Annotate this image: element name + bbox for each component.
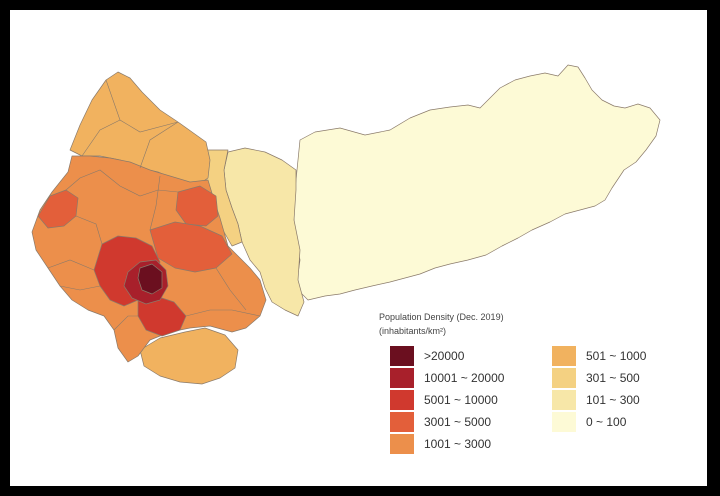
legend-label: 5001 ~ 10000: [424, 393, 498, 407]
legend-label: 0 ~ 100: [586, 415, 627, 429]
region-3001-5000-a: [37, 189, 79, 229]
legend-item: 301 ~ 500: [541, 368, 681, 390]
legend-swatch: [390, 390, 414, 410]
legend-item: >20000: [379, 346, 519, 368]
region-3001-5000-c: [149, 221, 233, 273]
region-5001-10000-b: [137, 295, 187, 337]
region-0-100-east: [293, 64, 661, 301]
legend-swatch: [390, 368, 414, 388]
legend-label: 101 ~ 300: [586, 393, 640, 407]
region-3001-5000-b: [175, 185, 219, 227]
legend-subtitle: (inhabitants/km²): [379, 326, 447, 336]
legend-swatch: [390, 434, 414, 454]
choropleth-map: [31, 64, 661, 385]
legend-item: 101 ~ 300: [541, 390, 681, 412]
legend-swatch: [552, 390, 576, 410]
legend-item: 3001 ~ 5000: [379, 412, 519, 434]
legend-swatch: [552, 368, 576, 388]
legend-swatch: [552, 412, 576, 432]
legend-swatch: [390, 412, 414, 432]
legend-label: 3001 ~ 5000: [424, 415, 492, 429]
region-501-1000-south: [139, 327, 239, 385]
legend-label: >20000: [424, 349, 465, 363]
legend-item: 0 ~ 100: [541, 412, 681, 434]
legend-label: 301 ~ 500: [586, 371, 640, 385]
legend-item: 501 ~ 1000: [541, 346, 681, 368]
legend-column-right: 501 ~ 1000 301 ~ 500 101 ~ 300 0 ~ 100: [541, 346, 681, 434]
legend-item: 1001 ~ 3000: [379, 434, 519, 456]
legend-label: 501 ~ 1000: [586, 349, 647, 363]
district-boundaries: [47, 79, 261, 331]
legend-swatch: [552, 346, 576, 366]
legend-label: 1001 ~ 3000: [424, 437, 492, 451]
map-frame: Population Density (Dec. 2019) (inhabita…: [10, 10, 707, 486]
legend-title: Population Density (Dec. 2019): [379, 312, 504, 322]
legend-label: 10001 ~ 20000: [424, 371, 505, 385]
legend-swatch: [390, 346, 414, 366]
legend-column-left: >20000 10001 ~ 20000 5001 ~ 10000 3001 ~…: [379, 346, 519, 456]
map-legend: Population Density (Dec. 2019) (inhabita…: [379, 310, 679, 470]
legend-item: 5001 ~ 10000: [379, 390, 519, 412]
legend-item: 10001 ~ 20000: [379, 368, 519, 390]
region-over-20000: [137, 263, 163, 295]
